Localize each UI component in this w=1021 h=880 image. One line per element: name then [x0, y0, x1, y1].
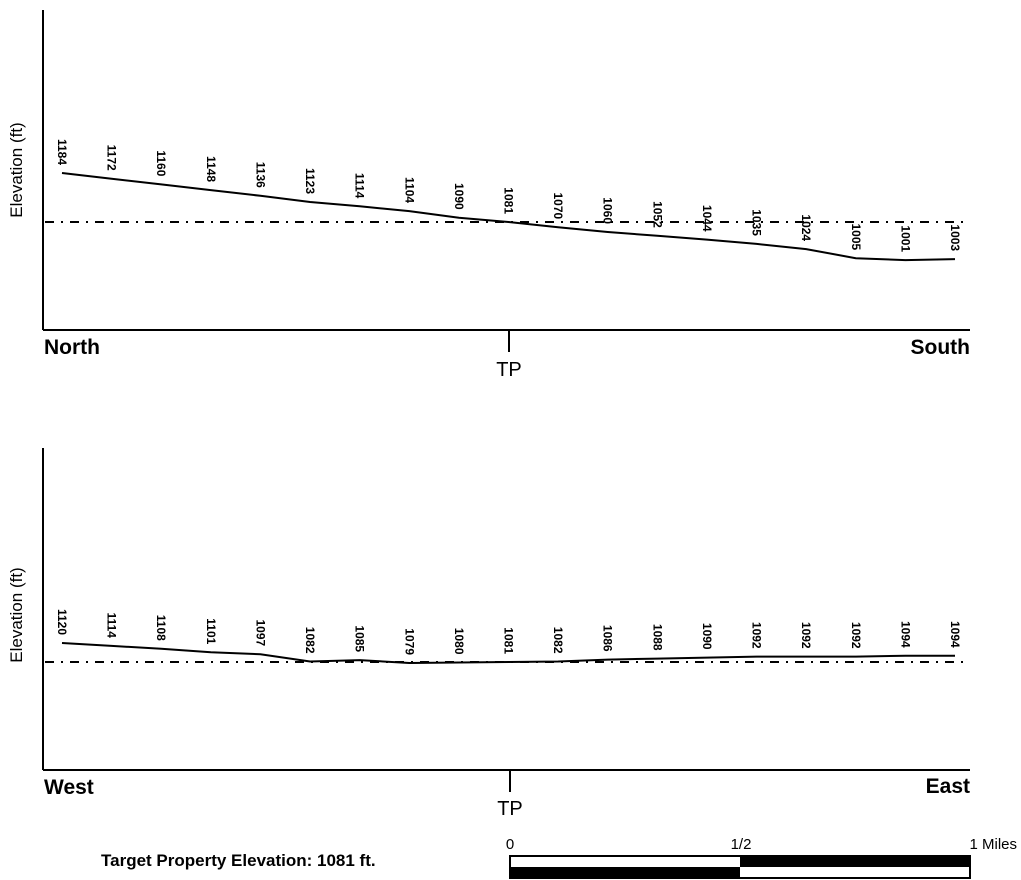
scale-bar-segment-bottom-left	[510, 867, 740, 878]
scale-bar-segment-top-right	[740, 856, 970, 867]
elevation-value-label: 1081	[502, 627, 516, 654]
elevation-profile-line	[61, 172, 956, 262]
elevation-value-label: 1184	[55, 139, 69, 165]
tp-marker-label: TP	[497, 798, 523, 820]
elevation-value-label: 1092	[750, 622, 764, 649]
scale-label-one-mile: 1 Miles	[969, 836, 1017, 853]
x-end-direction-label: South	[911, 336, 970, 359]
target-property-elevation-text: Target Property Elevation: 1081 ft.	[101, 851, 376, 870]
elevation-value-label: 1136	[253, 162, 267, 188]
elevation-value-label: 1003	[948, 224, 962, 251]
x-end-direction-label: East	[926, 775, 970, 798]
elevation-value-label: 1081	[502, 187, 516, 214]
tp-marker-label: TP	[496, 359, 522, 381]
elevation-value-label: 1035	[750, 209, 764, 236]
elevation-value-label: 1090	[700, 623, 714, 650]
elevation-value-label: 1092	[849, 622, 863, 649]
elevation-value-label: 1052	[650, 201, 664, 228]
elevation-value-label: 1114	[353, 173, 367, 199]
elevation-value-label: 1086	[601, 625, 615, 652]
x-start-direction-label: North	[44, 336, 100, 359]
elevation-value-label: 1090	[452, 183, 466, 210]
elevation-value-label: 1114	[105, 613, 119, 639]
x-start-direction-label: West	[44, 776, 94, 799]
elevation-value-labels: 1120 1114 1108 1101 1097 1082 1085 1079 1080 1081…	[55, 609, 962, 655]
scale-label-half: 1/2	[731, 836, 752, 853]
elevation-value-label: 1088	[650, 624, 664, 651]
y-axis-label: Elevation (ft)	[7, 122, 26, 217]
scale-bar: 0 1/2 1 Miles	[506, 836, 1017, 879]
elevation-value-label: 1060	[601, 197, 615, 224]
elevation-value-label: 1094	[898, 621, 912, 648]
elevation-value-label: 1108	[154, 615, 168, 641]
elevation-value-label: 1079	[402, 628, 416, 655]
elevation-value-label: 1001	[898, 225, 912, 252]
elevation-value-label: 1092	[799, 622, 813, 649]
elevation-value-label: 1082	[551, 627, 565, 654]
elevation-value-label: 1080	[452, 628, 466, 655]
elevation-profile-line	[61, 642, 955, 665]
north-south-profile-panel: Elevation (ft) 1184 1172 1160 1148 1136 1123 1…	[7, 10, 970, 381]
elevation-value-label: 1148	[204, 156, 218, 182]
elevation-value-label: 1097	[253, 619, 267, 646]
elevation-value-label: 1172	[105, 145, 119, 171]
elevation-value-label: 1123	[303, 168, 317, 194]
elevation-value-label: 1104	[402, 177, 416, 203]
scale-label-zero: 0	[506, 836, 514, 853]
elevation-value-label: 1085	[353, 625, 367, 652]
elevation-value-label: 1101	[204, 618, 218, 644]
elevation-value-label: 1044	[700, 205, 714, 232]
elevation-value-label: 1094	[948, 621, 962, 648]
elevation-value-label: 1070	[551, 192, 565, 219]
elevation-value-label: 1160	[154, 150, 168, 176]
y-axis-label: Elevation (ft)	[7, 567, 26, 662]
elevation-value-label: 1005	[849, 223, 863, 250]
elevation-value-label: 1024	[799, 214, 813, 241]
elevation-value-label: 1082	[303, 627, 317, 654]
west-east-profile-panel: Elevation (ft) 1120 1114 1108 1101 1097 1082 1…	[7, 448, 970, 820]
elevation-value-label: 1120	[55, 609, 69, 635]
elevation-value-labels: 1184 1172 1160 1148 1136 1123 1114 1104 1090 1081…	[55, 139, 962, 252]
